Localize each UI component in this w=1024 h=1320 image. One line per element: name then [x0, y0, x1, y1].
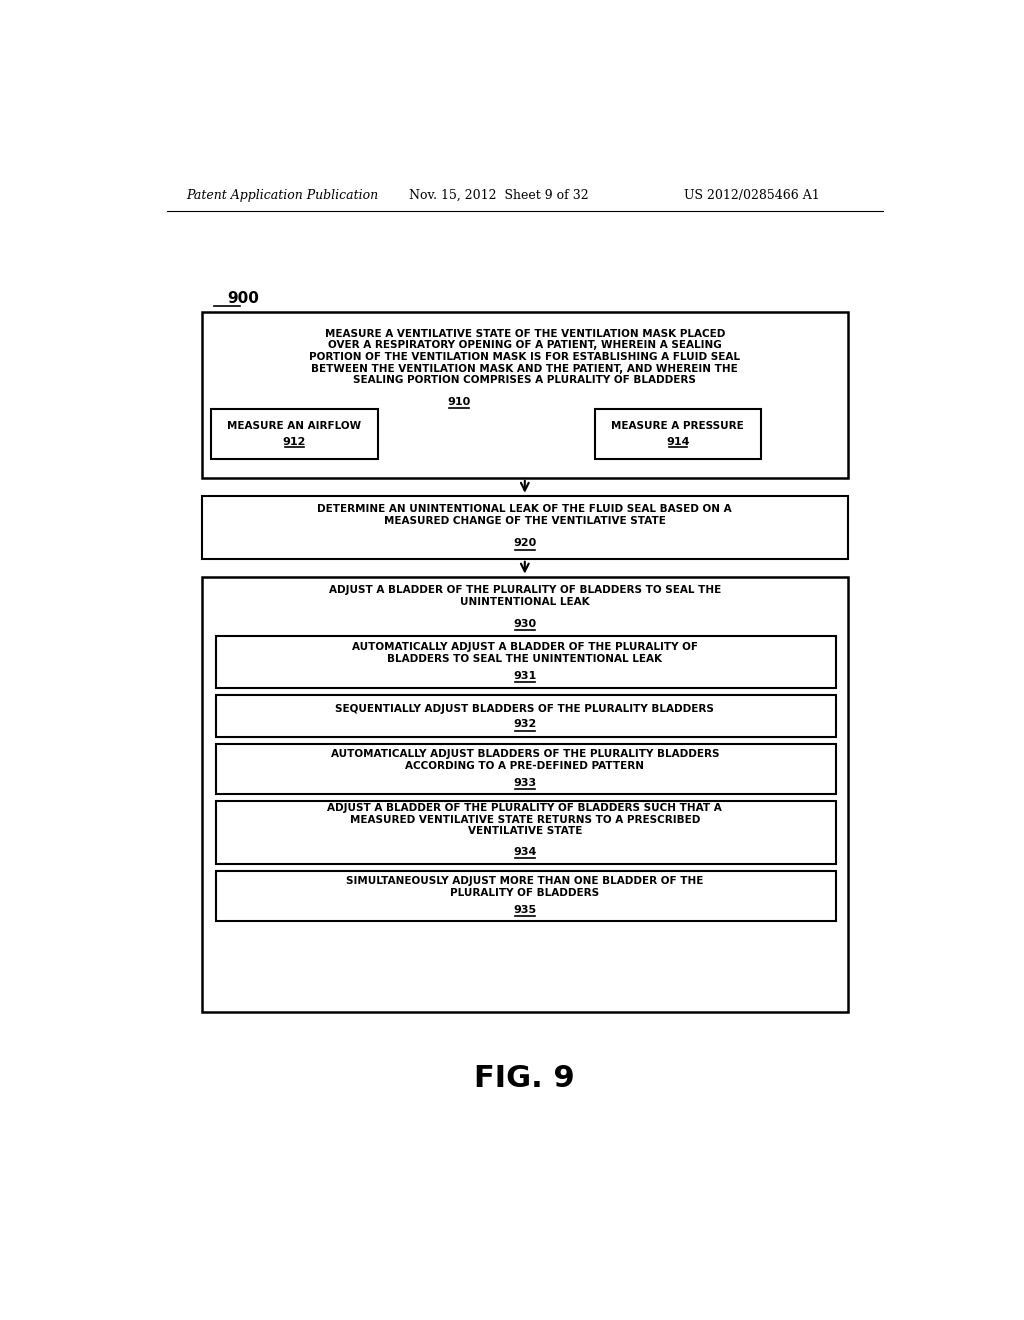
Text: 932: 932 — [513, 719, 537, 730]
Bar — [595, 409, 761, 459]
Text: DETERMINE AN UNINTENTIONAL LEAK OF THE FLUID SEAL BASED ON A
MEASURED CHANGE OF : DETERMINE AN UNINTENTIONAL LEAK OF THE F… — [317, 504, 732, 525]
Text: MEASURE A PRESSURE: MEASURE A PRESSURE — [611, 421, 744, 432]
Text: MEASURE A VENTILATIVE STATE OF THE VENTILATION MASK PLACED
OVER A RESPIRATORY OP: MEASURE A VENTILATIVE STATE OF THE VENTI… — [309, 329, 740, 385]
Bar — [216, 636, 836, 688]
Bar — [216, 696, 836, 738]
Bar — [202, 496, 848, 558]
Text: 934: 934 — [513, 847, 537, 857]
Text: 935: 935 — [513, 906, 537, 915]
Text: 930: 930 — [513, 619, 537, 630]
Text: 920: 920 — [513, 539, 537, 548]
Text: 912: 912 — [283, 437, 306, 446]
Text: SIMULTANEOUSLY ADJUST MORE THAN ONE BLADDER OF THE
PLURALITY OF BLADDERS: SIMULTANEOUSLY ADJUST MORE THAN ONE BLAD… — [346, 876, 703, 898]
Text: 910: 910 — [447, 397, 471, 407]
Text: FIG. 9: FIG. 9 — [474, 1064, 575, 1093]
Text: SEQUENTIALLY ADJUST BLADDERS OF THE PLURALITY BLADDERS: SEQUENTIALLY ADJUST BLADDERS OF THE PLUR… — [336, 704, 714, 714]
Text: US 2012/0285466 A1: US 2012/0285466 A1 — [684, 189, 820, 202]
Bar — [216, 801, 836, 865]
Bar — [216, 744, 836, 795]
Bar — [202, 313, 848, 478]
Text: MEASURE AN AIRFLOW: MEASURE AN AIRFLOW — [227, 421, 361, 432]
Text: 931: 931 — [513, 671, 537, 681]
Text: 933: 933 — [513, 777, 537, 788]
Text: 914: 914 — [667, 437, 689, 446]
Text: ADJUST A BLADDER OF THE PLURALITY OF BLADDERS SUCH THAT A
MEASURED VENTILATIVE S: ADJUST A BLADDER OF THE PLURALITY OF BLA… — [328, 804, 722, 837]
Bar — [202, 577, 848, 1011]
Text: 900: 900 — [227, 290, 259, 306]
Bar — [216, 871, 836, 921]
Text: ADJUST A BLADDER OF THE PLURALITY OF BLADDERS TO SEAL THE
UNINTENTIONAL LEAK: ADJUST A BLADDER OF THE PLURALITY OF BLA… — [329, 585, 721, 607]
Text: Nov. 15, 2012  Sheet 9 of 32: Nov. 15, 2012 Sheet 9 of 32 — [409, 189, 588, 202]
Text: AUTOMATICALLY ADJUST A BLADDER OF THE PLURALITY OF
BLADDERS TO SEAL THE UNINTENT: AUTOMATICALLY ADJUST A BLADDER OF THE PL… — [352, 642, 697, 664]
Text: AUTOMATICALLY ADJUST BLADDERS OF THE PLURALITY BLADDERS
ACCORDING TO A PRE-DEFIN: AUTOMATICALLY ADJUST BLADDERS OF THE PLU… — [331, 748, 719, 771]
Bar — [211, 409, 378, 459]
Text: Patent Application Publication: Patent Application Publication — [186, 189, 378, 202]
